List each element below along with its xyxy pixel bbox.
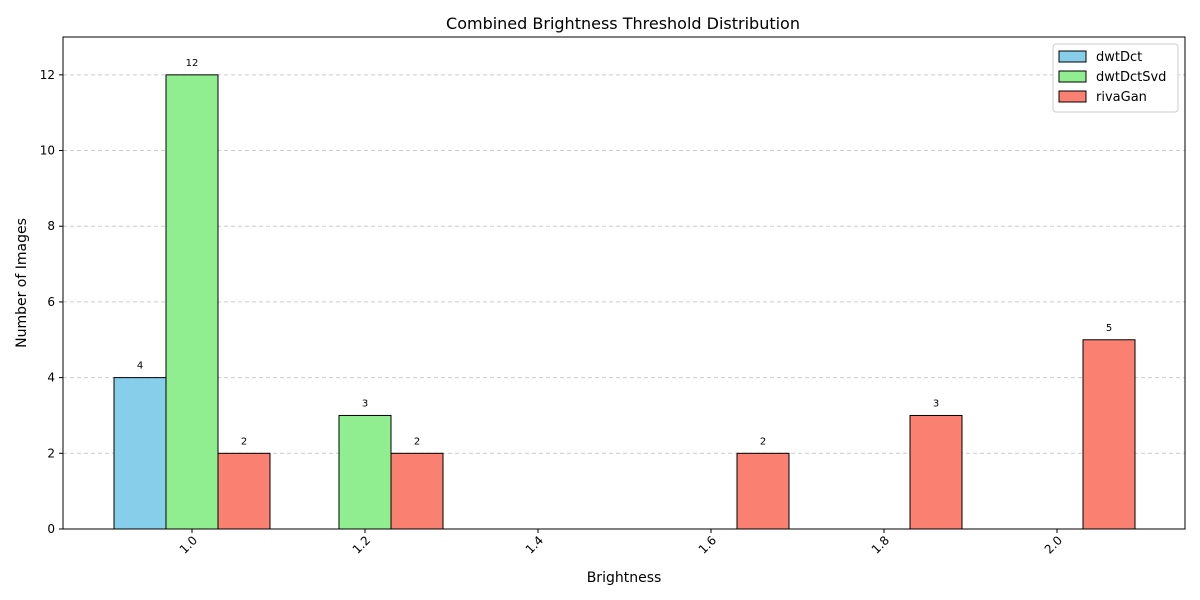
legend-label-dwtDctSvd: dwtDctSvd xyxy=(1096,70,1166,85)
bar-rivaGan-2.0 xyxy=(1082,339,1136,530)
x-axis-label: Brightness xyxy=(587,570,662,586)
bar-dwtDctSvd-1.2 xyxy=(338,414,392,530)
bar-rivaGan-1.8 xyxy=(909,414,963,530)
bar-rivaGan-1.2 xyxy=(390,452,444,530)
chart-title: Combined Brightness Threshold Distributi… xyxy=(446,14,800,33)
x-tick-label-1.4: 1.4 xyxy=(523,533,546,556)
value-label-dwtDctSvd-1.2: 3 xyxy=(362,398,368,409)
y-axis-ticks: 0 2 4 6 8 10 12 xyxy=(40,68,63,536)
y-axis-label: Number of Images xyxy=(14,218,30,348)
value-label-dwtDct-1.0: 4 xyxy=(137,361,143,372)
value-label-dwtDctSvd-1.0: 12 xyxy=(186,58,199,69)
x-tick-label-2.0: 2.0 xyxy=(1042,533,1065,556)
x-axis-ticks: 1.0 1.2 1.4 1.6 1.8 2.0 xyxy=(177,529,1065,557)
y-gridlines xyxy=(63,74,1185,454)
legend-swatch-dwtDctSvd xyxy=(1058,70,1087,83)
x-tick-label-1.0: 1.0 xyxy=(177,533,200,556)
legend-swatch-dwtDct xyxy=(1058,50,1087,63)
y-tick-label-2: 2 xyxy=(47,446,55,460)
x-tick-label-1.8: 1.8 xyxy=(869,533,892,556)
bar-dwtDctSvd-1.0 xyxy=(165,74,219,530)
legend-label-dwtDct: dwtDct xyxy=(1096,50,1142,65)
bar-rivaGan-1.0 xyxy=(217,452,271,530)
y-tick-label-12: 12 xyxy=(40,68,55,82)
value-label-rivaGan-2.0: 5 xyxy=(1106,323,1112,334)
x-tick-label-1.6: 1.6 xyxy=(696,533,719,556)
y-tick-label-4: 4 xyxy=(47,371,55,385)
legend-label-rivaGan: rivaGan xyxy=(1096,90,1147,105)
value-label-rivaGan-1.6: 2 xyxy=(760,436,766,447)
y-tick-label-8: 8 xyxy=(47,219,55,233)
bar-rivaGan-1.6 xyxy=(736,452,790,530)
x-tick-label-1.2: 1.2 xyxy=(350,533,373,556)
bar-dwtDct-1.0 xyxy=(113,377,167,530)
value-label-rivaGan-1.0: 2 xyxy=(241,436,247,447)
y-tick-label-6: 6 xyxy=(47,295,55,309)
y-tick-label-0: 0 xyxy=(47,522,55,536)
value-label-rivaGan-1.2: 2 xyxy=(414,436,420,447)
y-tick-label-10: 10 xyxy=(40,144,55,158)
value-labels-group: 4 12 2 3 2 2 3 5 xyxy=(137,58,1112,447)
legend: dwtDct dwtDctSvd rivaGan xyxy=(1052,43,1179,113)
plot-frame xyxy=(62,36,1186,530)
legend-swatch-rivaGan xyxy=(1058,90,1087,103)
value-label-rivaGan-1.8: 3 xyxy=(933,398,939,409)
